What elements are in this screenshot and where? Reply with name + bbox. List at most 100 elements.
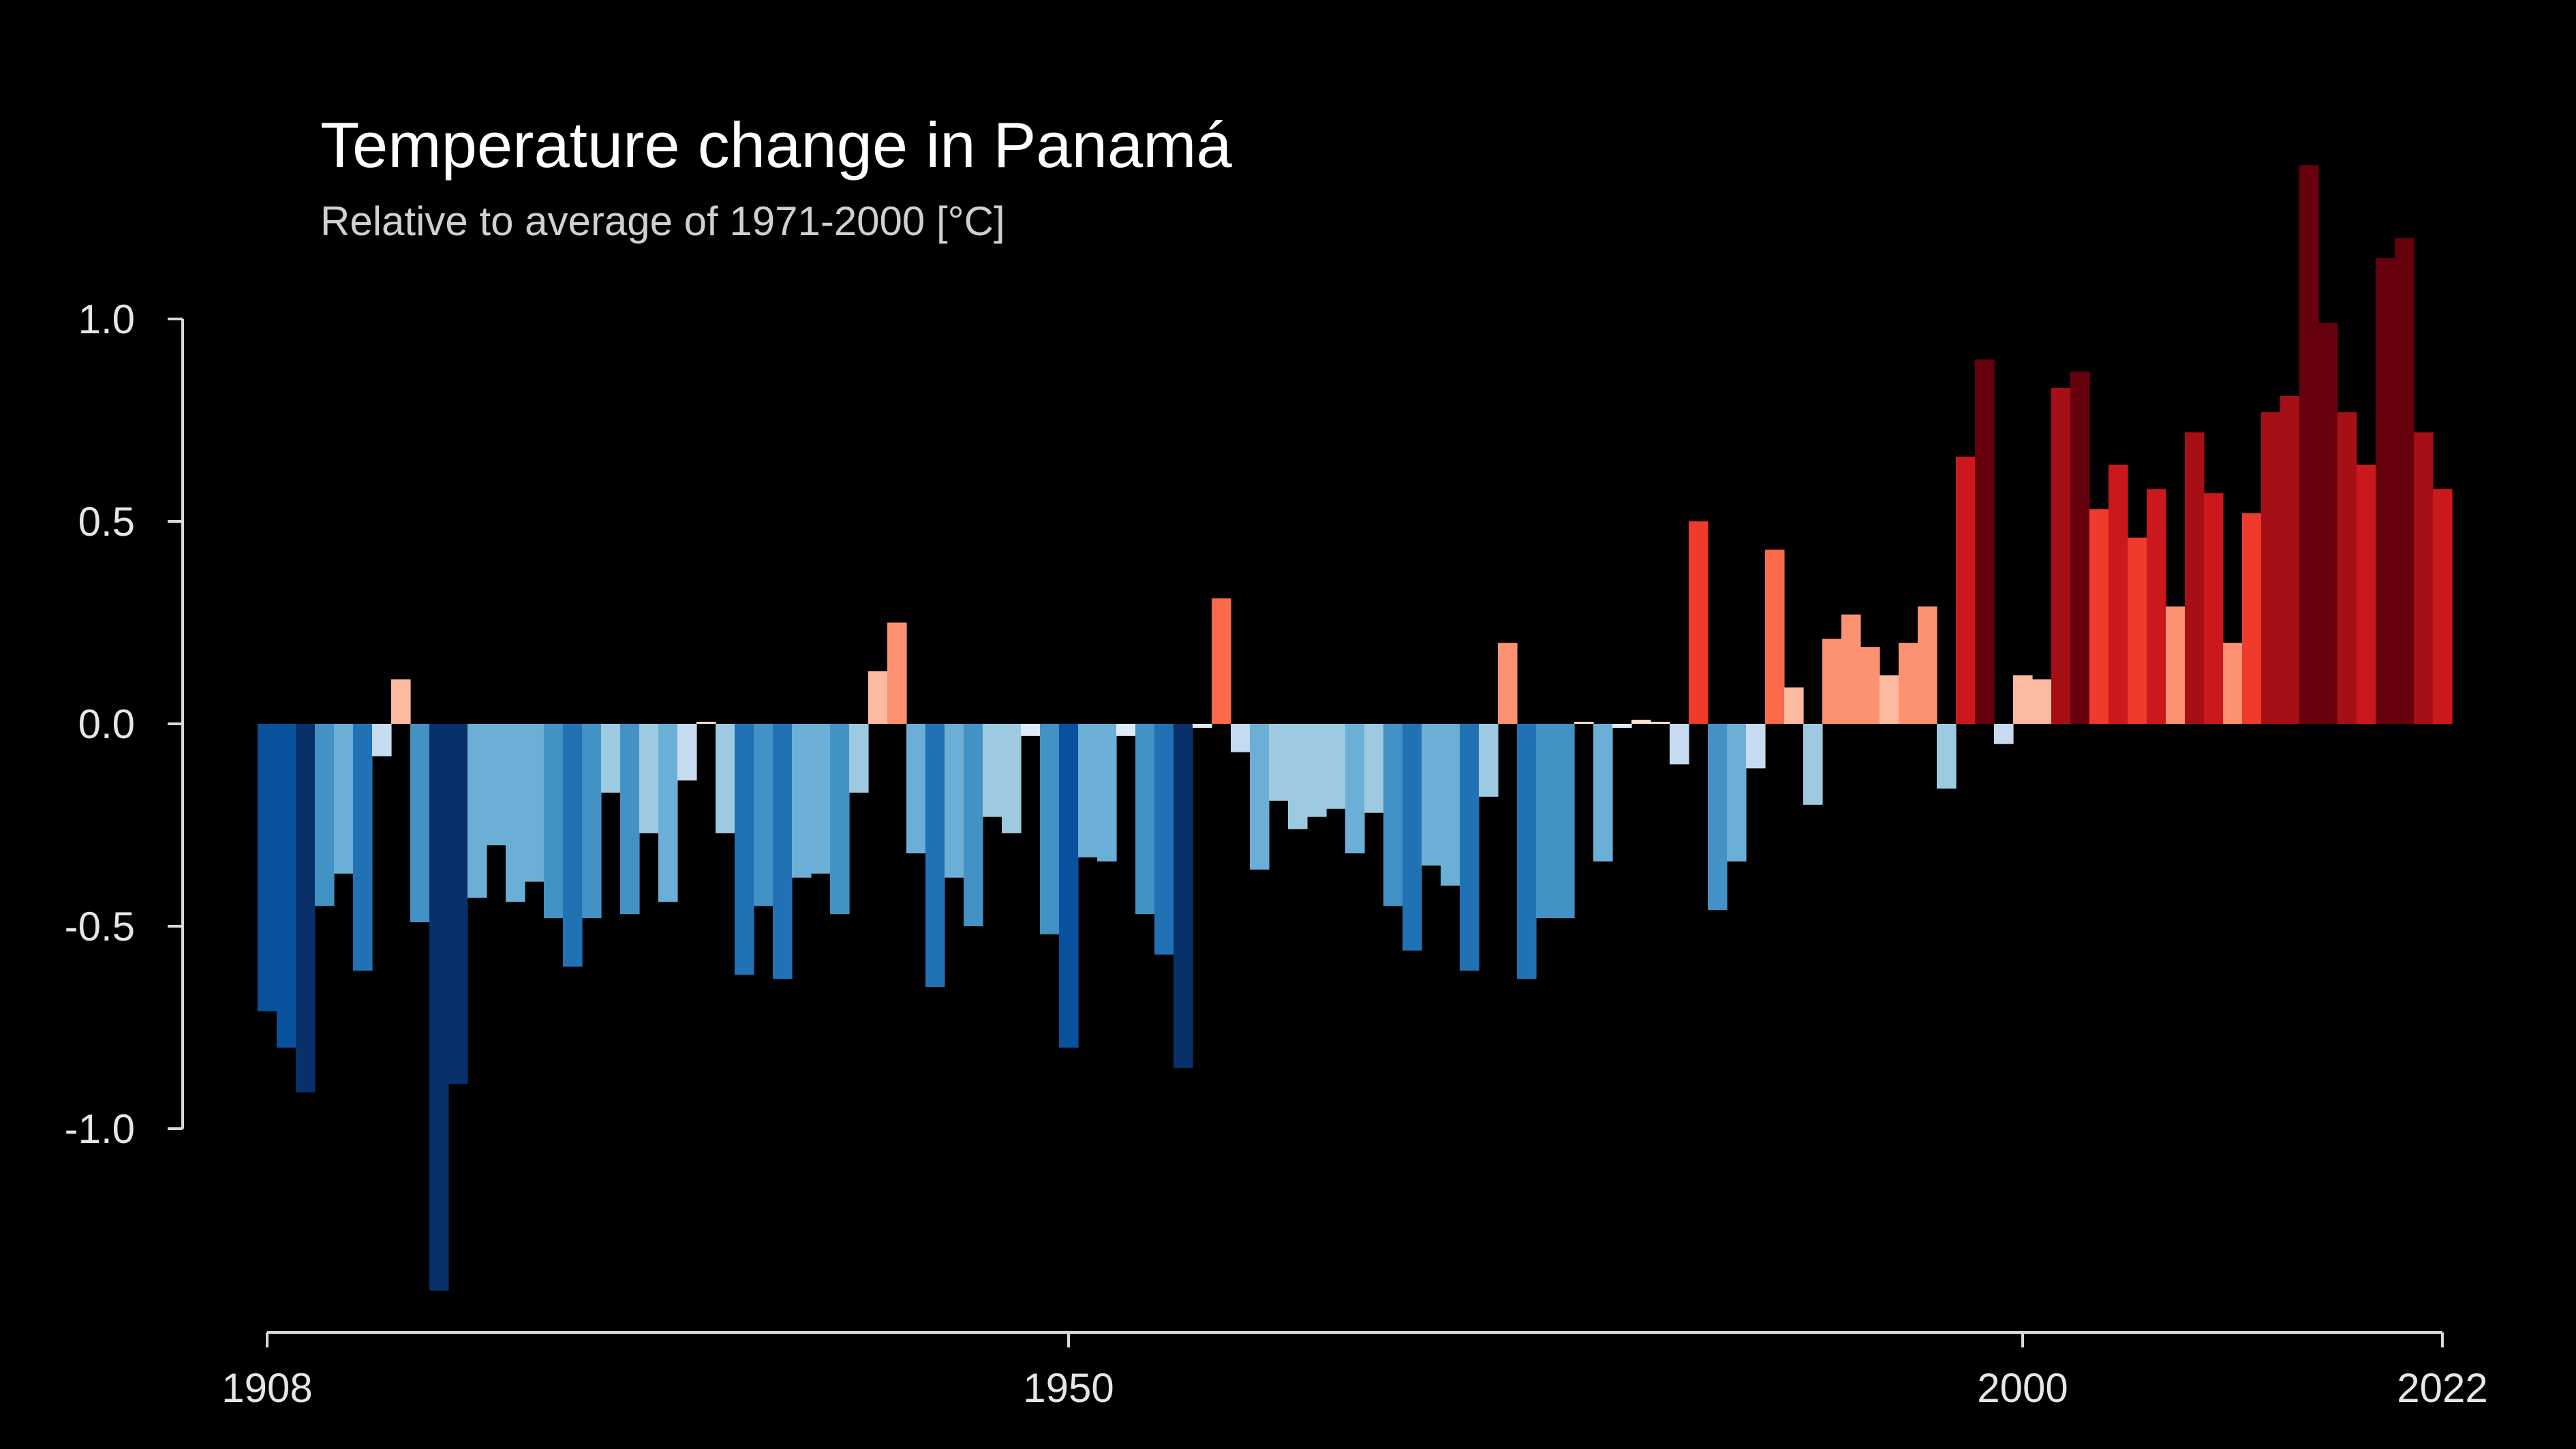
y-tick-label: 0.5 bbox=[78, 499, 135, 545]
bar-1924 bbox=[563, 724, 583, 967]
bar-1933 bbox=[735, 724, 754, 975]
bar-1964 bbox=[1326, 724, 1346, 809]
chart-subtitle: Relative to average of 1971-2000 [°C] bbox=[320, 198, 1005, 244]
x-tick-label: 2022 bbox=[2397, 1365, 2487, 1411]
y-tick-label: -0.5 bbox=[65, 904, 135, 949]
bar-1948 bbox=[1021, 724, 1041, 736]
bar-2006 bbox=[2128, 537, 2147, 724]
bar-1988 bbox=[1784, 687, 1804, 724]
bar-1973 bbox=[1498, 643, 1518, 724]
bar-1983 bbox=[1689, 521, 1708, 724]
bar-2013 bbox=[2261, 412, 2281, 724]
bar-2008 bbox=[2166, 606, 2186, 724]
y-tick-label: -1.0 bbox=[65, 1106, 135, 1152]
bar-1974 bbox=[1517, 724, 1537, 979]
bar-1923 bbox=[544, 724, 564, 919]
bar-1956 bbox=[1174, 724, 1193, 1068]
bar-1940 bbox=[868, 671, 888, 724]
bar-1939 bbox=[849, 724, 869, 793]
bar-1980 bbox=[1631, 720, 1651, 724]
bar-2001 bbox=[2032, 679, 2052, 724]
bar-1963 bbox=[1307, 724, 1327, 817]
bar-1941 bbox=[887, 622, 907, 724]
bar-1965 bbox=[1345, 724, 1365, 854]
bar-1995 bbox=[1918, 606, 1937, 724]
bar-1921 bbox=[506, 724, 525, 902]
bar-2002 bbox=[2051, 387, 2071, 724]
bar-2003 bbox=[2070, 371, 2090, 724]
x-tick-label: 1908 bbox=[221, 1365, 312, 1411]
bar-1929 bbox=[658, 724, 678, 902]
bar-1944 bbox=[945, 724, 964, 878]
bar-1953 bbox=[1116, 724, 1136, 736]
bar-1915 bbox=[391, 679, 411, 724]
bar-1946 bbox=[983, 724, 1002, 817]
bar-1920 bbox=[487, 724, 506, 846]
bar-1945 bbox=[964, 724, 983, 926]
x-tick-label: 1950 bbox=[1023, 1365, 1114, 1411]
bar-1989 bbox=[1803, 724, 1823, 805]
bar-2005 bbox=[2109, 464, 2128, 724]
bar-1917 bbox=[429, 724, 449, 1291]
bar-1958 bbox=[1212, 598, 1231, 724]
bars-group bbox=[258, 165, 2453, 1291]
bar-1934 bbox=[754, 724, 773, 906]
bar-1982 bbox=[1670, 724, 1689, 765]
bar-2022 bbox=[2433, 489, 2453, 724]
bar-1960 bbox=[1250, 724, 1270, 870]
bar-1984 bbox=[1708, 724, 1728, 911]
bar-2020 bbox=[2395, 238, 2414, 724]
bar-1955 bbox=[1154, 724, 1174, 955]
bar-2012 bbox=[2242, 513, 2262, 724]
chart-title: Temperature change in Panamá bbox=[320, 109, 1232, 181]
bar-1928 bbox=[639, 724, 659, 834]
y-tick-label: 1.0 bbox=[78, 296, 135, 342]
bar-1931 bbox=[696, 722, 716, 724]
bar-1979 bbox=[1612, 724, 1632, 728]
bar-1987 bbox=[1765, 549, 1785, 724]
bar-1913 bbox=[353, 724, 373, 971]
bar-1972 bbox=[1479, 724, 1499, 797]
bar-1951 bbox=[1078, 724, 1098, 858]
bar-2004 bbox=[2089, 509, 2109, 724]
bar-1992 bbox=[1860, 647, 1880, 724]
bar-1993 bbox=[1880, 675, 1899, 724]
bar-1942 bbox=[906, 724, 926, 854]
bar-1967 bbox=[1383, 724, 1403, 906]
bar-1994 bbox=[1899, 643, 1918, 724]
bar-1908 bbox=[258, 724, 277, 1011]
bar-1966 bbox=[1364, 724, 1384, 813]
bar-1985 bbox=[1727, 724, 1747, 861]
bar-1935 bbox=[773, 724, 793, 979]
bar-1999 bbox=[1994, 724, 2014, 744]
bar-1950 bbox=[1059, 724, 1079, 1048]
bar-1949 bbox=[1040, 724, 1060, 934]
y-axis: 1.0 0.5 0.0 -0.5 -1.0 bbox=[65, 296, 184, 1152]
bar-1912 bbox=[334, 724, 354, 874]
x-axis: 1908 1950 2000 2022 bbox=[221, 1331, 2488, 1411]
bar-1926 bbox=[601, 724, 621, 793]
bar-2010 bbox=[2204, 493, 2224, 724]
bar-1938 bbox=[830, 724, 850, 915]
bar-1911 bbox=[315, 724, 335, 906]
bar-1959 bbox=[1231, 724, 1251, 752]
y-tick-label: 0.0 bbox=[78, 701, 135, 747]
bar-2009 bbox=[2185, 432, 2205, 724]
bar-2017 bbox=[2337, 412, 2357, 724]
bar-1927 bbox=[620, 724, 640, 915]
bar-1922 bbox=[525, 724, 545, 882]
bar-1910 bbox=[296, 724, 316, 1093]
bar-2016 bbox=[2318, 322, 2338, 724]
bar-2014 bbox=[2280, 395, 2300, 724]
bar-1932 bbox=[716, 724, 735, 834]
bar-1978 bbox=[1593, 724, 1613, 861]
bar-1990 bbox=[1822, 639, 1842, 724]
bar-1952 bbox=[1097, 724, 1117, 861]
bar-1997 bbox=[1956, 456, 1976, 724]
bar-2000 bbox=[2013, 675, 2033, 724]
bar-2019 bbox=[2376, 258, 2395, 724]
bar-1961 bbox=[1269, 724, 1289, 801]
bar-2021 bbox=[2414, 432, 2434, 724]
bar-2015 bbox=[2299, 165, 2319, 724]
